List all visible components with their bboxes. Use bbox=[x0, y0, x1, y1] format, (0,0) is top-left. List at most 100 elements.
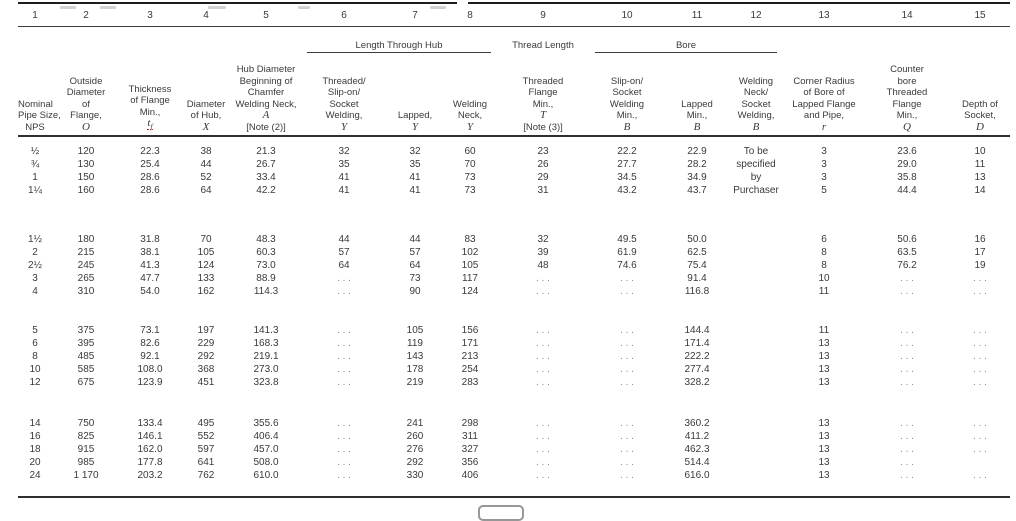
cell: . . . bbox=[973, 351, 987, 362]
column-header: Welding Neck/Socket Welding, B bbox=[728, 53, 784, 137]
cell: 395 bbox=[77, 338, 95, 349]
table-row: 6 395 82.6 229 168.3 . . . 119 171 . . . . . . 171… bbox=[18, 337, 1010, 350]
table-row: 3 265 47.7 133 88.9 . . . 73 117 . . . . . . 91.4 1… bbox=[18, 272, 1010, 285]
cell: 41 bbox=[409, 172, 421, 183]
column-header: Counter bore Threaded Flange Min., Q bbox=[864, 53, 950, 137]
column-symbol: Y bbox=[466, 120, 474, 133]
column-number: 9 bbox=[498, 4, 588, 27]
cell: 260 bbox=[406, 431, 424, 442]
page-control-partial[interactable] bbox=[478, 505, 524, 521]
cell: 451 bbox=[197, 377, 215, 388]
cell: . . . bbox=[620, 325, 634, 336]
cell: . . . bbox=[620, 470, 634, 481]
cell: by bbox=[750, 172, 762, 183]
column-header: Slip-on/Socket Welding Min., B bbox=[588, 53, 666, 137]
column-number: 12 bbox=[728, 4, 784, 27]
cell: 10 bbox=[974, 146, 986, 157]
cell: 355.6 bbox=[253, 418, 279, 429]
column-header: Lapped Min., B bbox=[666, 53, 728, 137]
cell: 311 bbox=[462, 431, 478, 442]
cell: 105 bbox=[197, 247, 215, 258]
cell: 150 bbox=[77, 172, 95, 183]
cell: 241 bbox=[406, 418, 424, 429]
column-symbol: O bbox=[82, 120, 90, 133]
cell: To be bbox=[743, 146, 769, 157]
cell: . . . bbox=[973, 325, 987, 336]
row-group-spacer bbox=[18, 482, 1010, 497]
cell: 70 bbox=[464, 159, 476, 170]
cell: . . . bbox=[973, 418, 987, 429]
cell: 616.0 bbox=[684, 470, 710, 481]
cell: . . . bbox=[536, 431, 550, 442]
cell: 133 bbox=[197, 273, 215, 284]
column-number: 1 bbox=[18, 4, 52, 27]
cell: 44 bbox=[200, 159, 212, 170]
cell: 13 bbox=[818, 444, 830, 455]
cell: 41 bbox=[409, 185, 421, 196]
cell: . . . bbox=[337, 364, 351, 375]
cell: 123.9 bbox=[137, 377, 163, 388]
cell: 57 bbox=[409, 247, 421, 258]
cell: 73.1 bbox=[140, 325, 160, 336]
column-header: Corner Radius of Bore of Lapped Flange and … bbox=[784, 53, 864, 137]
cell: Purchaser bbox=[733, 185, 779, 196]
table-row: 2½ 245 41.3 124 73.0 64 64 105 48 74.6 75.4 8 76.2 19 bbox=[18, 259, 1010, 272]
cell bbox=[728, 233, 784, 246]
cell: 11 bbox=[818, 286, 830, 297]
table-row: 24 1 170 203.2 762 610.0 . . . 330 406 . . . . . … bbox=[18, 469, 1010, 482]
cell: . . . bbox=[973, 273, 987, 284]
cell: 276 bbox=[406, 444, 424, 455]
cell: 31.8 bbox=[140, 234, 160, 245]
column-header: Diameter of Hub, X bbox=[180, 53, 232, 137]
cell: 3 bbox=[821, 159, 827, 170]
cell: 26 bbox=[537, 159, 549, 170]
cell: . . . bbox=[973, 377, 987, 388]
cell: 73 bbox=[464, 172, 476, 183]
cell: 514.4 bbox=[684, 457, 710, 468]
table-row: 16 825 146.1 552 406.4 . . . 260 311 . . . . . . 4… bbox=[18, 430, 1010, 443]
cell: 27.7 bbox=[617, 159, 637, 170]
table-row: 4 310 54.0 162 114.3 . . . 90 124 . . . . . . 116.… bbox=[18, 285, 1010, 298]
cell: 18 bbox=[29, 444, 41, 455]
cell: 50.6 bbox=[897, 234, 917, 245]
cell: 26.7 bbox=[256, 159, 276, 170]
column-header: Threaded Flange Min., T [Note (3)] bbox=[498, 53, 588, 137]
cell: 5 bbox=[32, 325, 38, 336]
cell bbox=[728, 417, 784, 430]
cell: 585 bbox=[77, 364, 95, 375]
cell: 6 bbox=[821, 234, 827, 245]
cell: 4 bbox=[32, 286, 38, 297]
cell: 265 bbox=[77, 273, 95, 284]
cell: 1¼ bbox=[28, 185, 42, 196]
cell: 144.4 bbox=[684, 325, 710, 336]
cell bbox=[728, 246, 784, 259]
row-group-spacer bbox=[18, 389, 1010, 417]
cell: . . . bbox=[620, 377, 634, 388]
column-number: 2 bbox=[52, 4, 120, 27]
cell: 495 bbox=[197, 418, 215, 429]
row-group-spacer bbox=[18, 197, 1010, 233]
cell: 10 bbox=[818, 273, 830, 284]
cell: 63.5 bbox=[897, 247, 917, 258]
cell: . . . bbox=[620, 444, 634, 455]
cell: 323.8 bbox=[253, 377, 279, 388]
column-header: Welding Neck, Y bbox=[442, 53, 498, 137]
column-symbol: X bbox=[202, 120, 210, 133]
cell: . . . bbox=[337, 338, 351, 349]
cell: 108.0 bbox=[137, 364, 163, 375]
cell: 14 bbox=[974, 185, 986, 196]
cell: 13 bbox=[818, 351, 830, 362]
cell: 162 bbox=[197, 286, 215, 297]
cell: 160 bbox=[77, 185, 95, 196]
table-row: 14 750 133.4 495 355.6 . . . 241 298 . . . . . . 3… bbox=[18, 417, 1010, 430]
column-header: Lapped, Y bbox=[388, 53, 442, 137]
cell: 44.4 bbox=[897, 185, 917, 196]
row-group-spacer bbox=[18, 298, 1010, 324]
cell: . . . bbox=[973, 286, 987, 297]
cell: 8 bbox=[32, 351, 38, 362]
column-note: [Note (2)] bbox=[246, 121, 286, 133]
cell: 105 bbox=[406, 325, 424, 336]
cell: 83 bbox=[464, 234, 476, 245]
column-header: Thickness of Flange Min., tf bbox=[120, 53, 180, 137]
cell: 20 bbox=[29, 457, 41, 468]
